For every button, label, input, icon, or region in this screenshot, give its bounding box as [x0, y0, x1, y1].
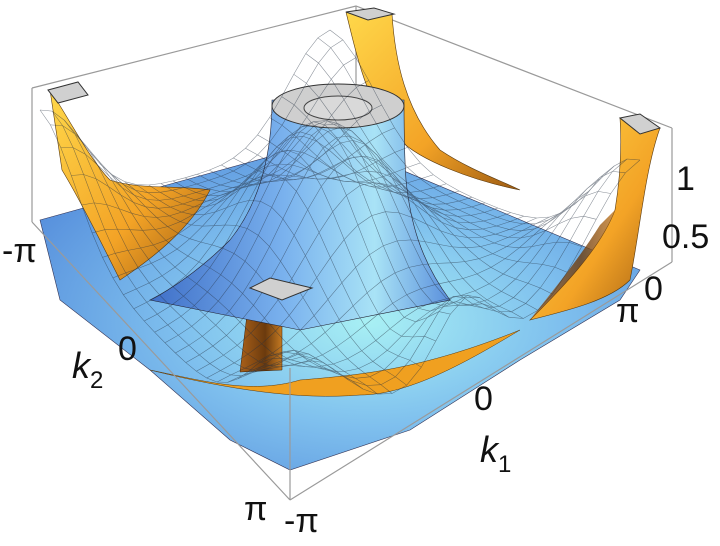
cap-left [47, 81, 89, 104]
mesh-line-k2-20 [248, 191, 589, 372]
y-tick-1: 0 [118, 330, 137, 368]
mesh-line-k1-24 [329, 29, 641, 219]
y-axis-label: k2 [72, 345, 103, 394]
y-axis-ticks: -π 0 π [2, 232, 267, 528]
y-tick-2: π [244, 490, 267, 528]
orange-corner-left [49, 89, 211, 281]
x-axis-label-sub: 1 [498, 451, 511, 478]
z-tick-2: 1 [676, 160, 695, 198]
mesh-line-k2-22 [269, 165, 615, 379]
cap-top [345, 7, 396, 21]
z-axis-ticks: 0 0.5 1 [644, 160, 709, 308]
x-axis-label: k1 [480, 429, 511, 478]
svg-text:k1: k1 [480, 429, 511, 478]
orange-ridge-front [149, 329, 521, 397]
mesh-line-k2-24 [289, 159, 641, 395]
y-axis-label-main: k [72, 345, 92, 386]
z-tick-0: 0 [644, 270, 663, 308]
x-tick-0: -π [284, 502, 319, 540]
orange-corner-right [529, 117, 661, 321]
clipped-caps [47, 7, 662, 301]
x-axis-ticks: -π 0 π [284, 292, 639, 540]
cap-right [618, 113, 662, 135]
y-tick-0: -π [2, 232, 37, 270]
svg-text:k2: k2 [72, 345, 103, 394]
mesh-line-k2-21 [258, 177, 602, 372]
x-tick-2: π [616, 292, 639, 330]
x-tick-1: 0 [474, 380, 493, 418]
cap-front [248, 277, 314, 301]
central-peak-cap-inner [303, 95, 373, 121]
mesh-line-k1-21 [293, 74, 597, 239]
y-axis-label-sub: 2 [90, 367, 103, 394]
central-peak [149, 83, 451, 331]
z-tick-1: 0.5 [662, 218, 709, 256]
mesh-line-k2-23 [279, 158, 628, 386]
mesh-line-k1-23 [317, 37, 626, 225]
orange-corner-right-dark [530, 210, 615, 320]
surface-mesh [39, 29, 641, 395]
x-axis-label-main: k [480, 429, 500, 470]
mesh-line-k1-22 [305, 53, 611, 231]
bounding-box-front [31, 221, 673, 501]
